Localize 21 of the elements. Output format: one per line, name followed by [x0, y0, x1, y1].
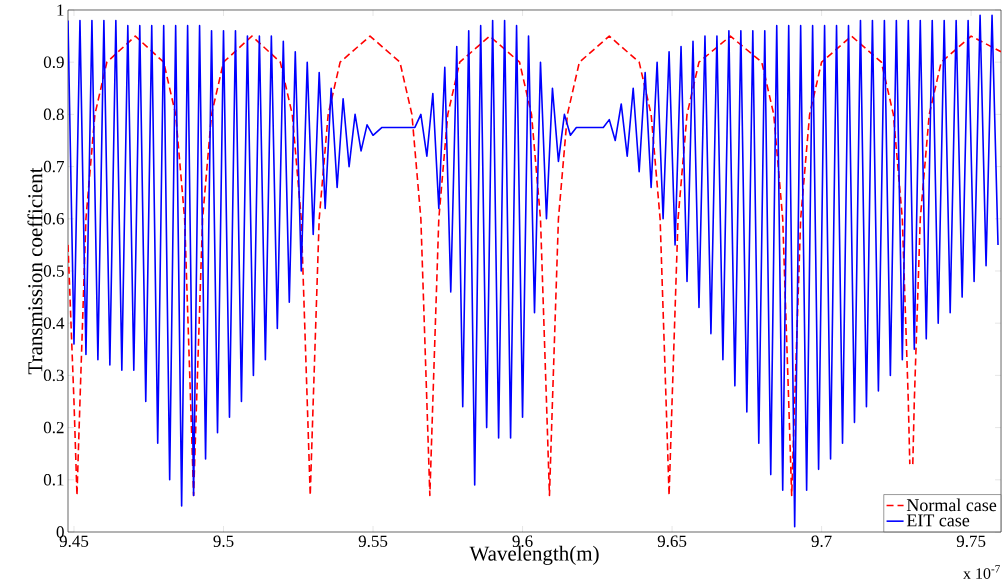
y-tick-label: 0.6	[43, 213, 64, 225]
y-tick-label: 0.3	[43, 369, 64, 382]
y-tick-label: 0.1	[43, 474, 64, 486]
y-axis-title: Transmission coefficient	[27, 167, 43, 375]
legend-label: EIT case	[906, 514, 970, 527]
y-tick-label: 0.5	[43, 265, 64, 277]
x-tick-label: 9.75	[956, 535, 986, 548]
x-tick-label: 9.5	[213, 535, 234, 548]
y-tick-label: 0.2	[43, 421, 64, 434]
y-tick-label: 0.4	[43, 317, 65, 329]
x-tick-label: 9.7	[811, 535, 832, 548]
x-tick-label: 9.55	[358, 535, 388, 548]
x-axis-title: Wavelength(m)	[469, 545, 599, 565]
x-tick-label: 9.65	[657, 535, 687, 548]
x-tick-label: 9.6	[512, 535, 533, 548]
y-tick-label: 1	[57, 4, 64, 16]
text: x 10$^{-7}$	[963, 565, 1000, 579]
y-tick-label: 0.9	[43, 56, 64, 68]
y-tick-label: 0.8	[43, 108, 64, 121]
legend-label: Normal case	[906, 498, 997, 512]
y-tick-label: 0.7	[43, 160, 64, 173]
